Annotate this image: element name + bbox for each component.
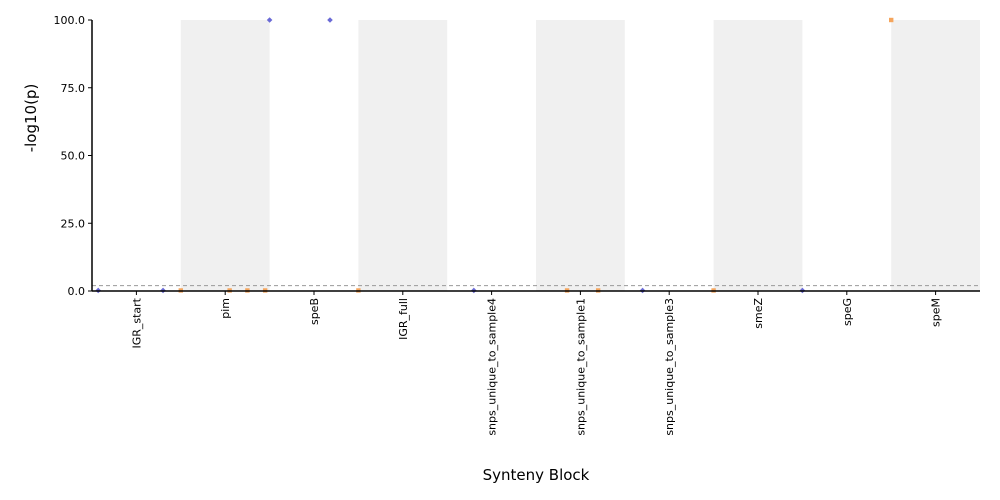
x-tick-label: speB: [308, 298, 321, 325]
band-IGR_full: [358, 20, 448, 291]
x-axis-ticks: IGR_start pim speB IGR_full snps_unique_to_s…: [130, 291, 943, 436]
data-point-6: [266, 17, 273, 23]
y-tick-label: 50.0: [61, 150, 86, 163]
x-axis-title: Synteny Block: [483, 466, 590, 484]
x-tick-label: speM: [930, 298, 943, 327]
band-smeZ: [713, 20, 803, 291]
band-snps_unique_to_sample1: [536, 20, 625, 291]
y-axis-title: -log10(p): [22, 84, 40, 153]
x-tick-label: IGR_full: [397, 298, 410, 340]
band-pim: [180, 20, 270, 291]
x-tick-label: pim: [219, 298, 232, 319]
x-tick-label: speG: [841, 298, 854, 326]
band-speM: [891, 20, 980, 291]
y-tick-label: 75.0: [61, 82, 86, 95]
x-tick-label: snps_unique_to_sample4: [486, 298, 499, 436]
y-tick-label: 25.0: [61, 217, 86, 230]
x-tick-label: IGR_start: [130, 297, 143, 348]
synteny-bands: [180, 20, 980, 291]
data-point-7: [327, 17, 333, 23]
x-tick-label: snps_unique_to_sample3: [663, 298, 676, 436]
data-point-15: [889, 17, 894, 23]
x-tick-label: smeZ: [752, 298, 765, 329]
y-tick-label: 100.0: [54, 14, 86, 27]
y-axis-ticks: 0.0 25.0 50.0 75.0 100.0: [54, 14, 92, 298]
x-tick-label: snps_unique_to_sample1: [574, 298, 587, 436]
y-tick-label: 0.0: [68, 285, 86, 298]
